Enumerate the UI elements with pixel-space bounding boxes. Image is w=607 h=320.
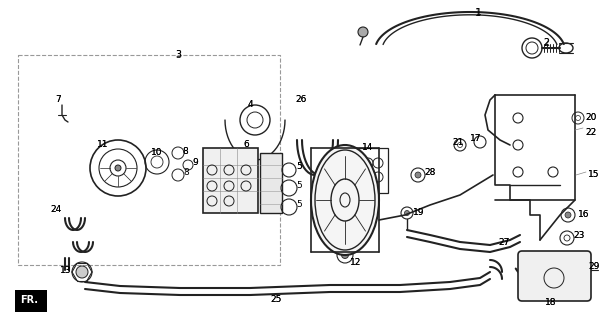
Text: 14: 14: [362, 143, 373, 152]
Text: 24: 24: [50, 205, 61, 214]
Text: 1: 1: [476, 8, 482, 17]
Text: 10: 10: [151, 148, 163, 157]
Text: 20: 20: [585, 113, 596, 122]
Text: 21: 21: [452, 138, 463, 147]
Text: 13: 13: [60, 266, 72, 275]
Text: 5: 5: [296, 200, 302, 209]
Circle shape: [76, 266, 88, 278]
Text: 19: 19: [413, 208, 424, 217]
Circle shape: [565, 212, 571, 218]
Bar: [260, 153, 282, 213]
Text: 17: 17: [470, 134, 481, 143]
FancyBboxPatch shape: [518, 251, 591, 301]
Text: 29: 29: [588, 262, 599, 271]
Text: 27: 27: [498, 238, 509, 247]
Text: 10: 10: [151, 148, 163, 157]
Text: 3: 3: [175, 50, 181, 59]
Text: 15: 15: [588, 170, 600, 179]
Circle shape: [415, 172, 421, 178]
Text: 13: 13: [60, 266, 72, 275]
Bar: [15, 290, 47, 312]
Text: 29: 29: [588, 262, 599, 271]
Text: 8: 8: [182, 147, 188, 156]
Text: 18: 18: [545, 298, 557, 307]
Text: 27: 27: [498, 238, 509, 247]
Text: 25: 25: [270, 295, 282, 304]
Text: 24: 24: [50, 205, 61, 214]
Circle shape: [358, 27, 368, 37]
Text: 8: 8: [183, 168, 189, 177]
Text: 22: 22: [585, 128, 596, 137]
Text: 4: 4: [248, 100, 254, 109]
Text: 12: 12: [350, 258, 361, 267]
Text: 20: 20: [585, 113, 596, 122]
Circle shape: [404, 211, 410, 215]
Text: 11: 11: [97, 140, 109, 149]
Text: 28: 28: [424, 168, 435, 177]
Text: 2: 2: [543, 38, 549, 47]
Text: 28: 28: [424, 168, 435, 177]
Text: 5: 5: [296, 181, 302, 190]
Text: 26: 26: [295, 95, 307, 104]
Text: 14: 14: [362, 143, 373, 152]
Text: 7: 7: [55, 95, 61, 104]
Bar: [358, 148, 388, 193]
FancyArrowPatch shape: [26, 294, 39, 304]
Text: 11: 11: [97, 140, 109, 149]
Text: 4: 4: [248, 100, 254, 109]
Text: 8: 8: [182, 147, 188, 156]
Circle shape: [115, 165, 121, 171]
Ellipse shape: [311, 145, 379, 255]
Text: 9: 9: [192, 158, 198, 167]
Text: 22: 22: [585, 128, 596, 137]
Text: 5: 5: [296, 162, 302, 171]
Text: 3: 3: [175, 50, 181, 60]
Bar: [203, 148, 258, 213]
Text: 16: 16: [578, 210, 589, 219]
Text: 7: 7: [55, 95, 61, 104]
Text: 16: 16: [578, 210, 589, 219]
Text: 26: 26: [295, 95, 307, 104]
Text: 15: 15: [588, 170, 600, 179]
Text: 1: 1: [475, 8, 481, 18]
Text: 5: 5: [296, 162, 302, 171]
Text: 2: 2: [543, 38, 549, 48]
Text: 23: 23: [573, 231, 585, 240]
Text: FR.: FR.: [20, 295, 38, 305]
Text: 17: 17: [470, 134, 481, 143]
Text: 9: 9: [192, 158, 198, 167]
Text: 19: 19: [413, 208, 424, 217]
Text: 6: 6: [243, 140, 249, 149]
Text: 23: 23: [573, 231, 585, 240]
Text: 18: 18: [545, 298, 557, 307]
Text: 21: 21: [452, 138, 463, 147]
Text: 12: 12: [350, 258, 361, 267]
Text: 6: 6: [243, 140, 249, 149]
Text: 25: 25: [270, 295, 282, 304]
Circle shape: [342, 252, 348, 259]
